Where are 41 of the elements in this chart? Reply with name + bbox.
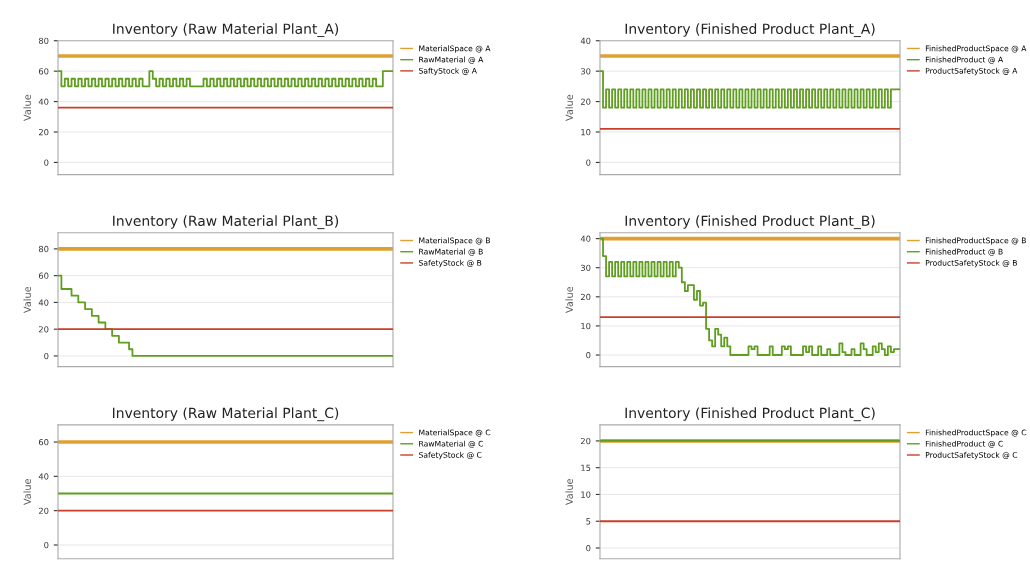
y-tick-label: 20: [580, 98, 591, 105]
y-tick-label: 40: [38, 98, 49, 105]
y-axis-title: Value: [23, 478, 31, 506]
y-tick-label: 40: [580, 37, 591, 45]
y-tick-label: 0: [44, 352, 49, 360]
y-tick-label: 10: [581, 128, 591, 136]
y-tick-label: 80: [38, 37, 49, 45]
y-axis-title: Value: [23, 286, 31, 313]
chart-title: Inventory (Raw Material Plant_C): [113, 407, 339, 422]
y-tick-label: 40: [38, 473, 49, 480]
chart-title: Inventory (Finished Product Plant_B): [625, 215, 875, 230]
y-tick-label: 10: [581, 322, 591, 330]
chart-title: Inventory (Raw Material Plant_A): [113, 23, 339, 38]
y-tick-label: 40: [580, 235, 591, 242]
y-tick-label: 20: [38, 507, 49, 514]
y-tick-label: 20: [580, 293, 591, 301]
chart-title: Inventory (Raw Material Plant_B): [113, 215, 339, 230]
y-tick-label: 0: [44, 541, 49, 549]
y-axis-title: Value: [23, 94, 31, 121]
y-tick-label: 30: [581, 68, 591, 75]
y-tick-label: 10: [581, 491, 591, 498]
y-tick-label: 0: [44, 159, 49, 166]
y-tick-label: 80: [38, 245, 49, 253]
y-tick-label: 60: [38, 272, 49, 279]
y-axis-title: Value: [565, 478, 573, 506]
chart-title: Inventory (Finished Product Plant_C): [625, 407, 875, 422]
y-axis-title: Value: [565, 286, 573, 313]
y-tick-label: 20: [580, 437, 591, 445]
y-tick-label: 30: [581, 264, 591, 271]
y-tick-label: 60: [38, 439, 49, 446]
y-tick-label: 20: [38, 128, 49, 136]
y-tick-label: 60: [38, 68, 49, 75]
y-tick-label: 5: [586, 518, 591, 525]
y-tick-label: 20: [38, 326, 49, 333]
y-axis-title: Value: [565, 94, 573, 121]
chart-title: Inventory (Finished Product Plant_A): [625, 23, 875, 38]
y-tick-label: 0: [586, 352, 591, 359]
y-tick-label: 0: [586, 544, 591, 552]
y-tick-label: 15: [581, 464, 591, 471]
y-tick-label: 40: [38, 299, 49, 306]
y-tick-label: 0: [586, 159, 591, 166]
